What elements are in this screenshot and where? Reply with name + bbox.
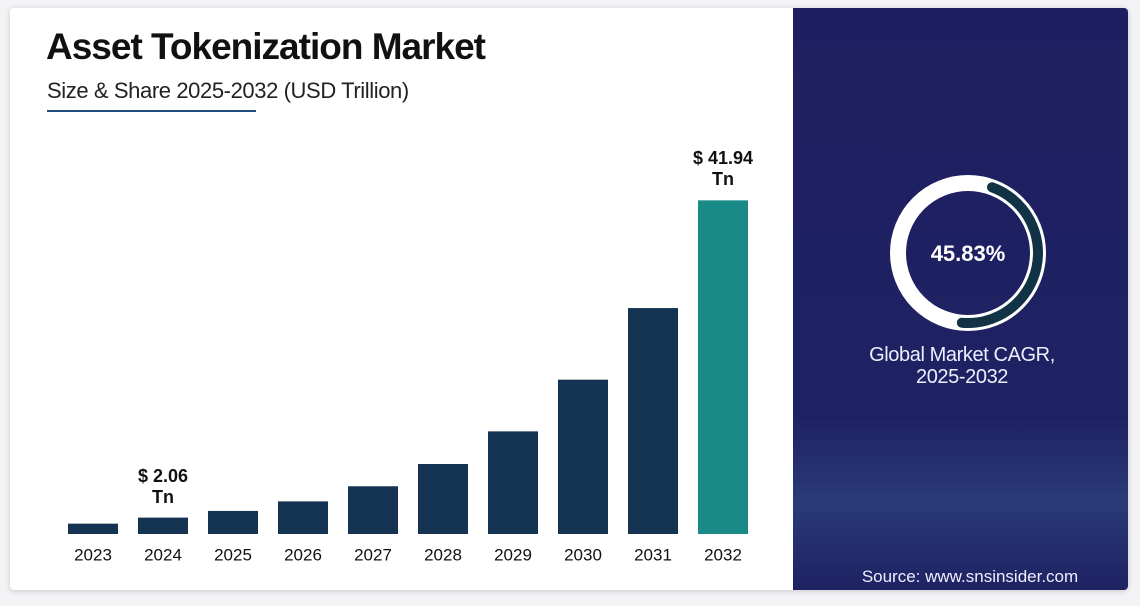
x-tick-label: 2024	[144, 545, 182, 564]
x-tick-label: 2025	[214, 545, 252, 564]
x-tick-label: 2032	[704, 545, 742, 564]
chart-subtitle: Size & Share 2025-2032 (USD Trillion)	[47, 78, 409, 103]
kpi-arc	[956, 182, 1043, 328]
side-panel	[793, 8, 1128, 590]
x-tick-label: 2023	[74, 545, 112, 564]
bar	[488, 431, 538, 534]
x-tick-label: 2030	[564, 545, 602, 564]
x-tick-label: 2026	[284, 545, 322, 564]
x-tick-label: 2028	[424, 545, 462, 564]
bar	[278, 501, 328, 534]
bar	[628, 308, 678, 534]
title-underline	[47, 110, 256, 112]
bar	[208, 510, 258, 534]
source: Source: www.snsinsider.com	[861, 567, 1079, 586]
bar	[558, 379, 608, 534]
data-label: $ 2.06 Tn	[137, 465, 189, 507]
bar	[348, 486, 398, 534]
bar	[698, 200, 748, 534]
x-tick-label: 2027	[354, 545, 392, 564]
bar	[138, 517, 188, 534]
kpi-caption: Global Market CAGR, 2025-2032	[869, 344, 1055, 388]
bar	[418, 463, 468, 534]
chart-title: Asset Tokenization Market	[46, 26, 486, 67]
x-tick-label: 2029	[494, 545, 532, 564]
kpi-value: 45.83%	[931, 241, 1006, 266]
bar	[68, 523, 118, 534]
data-label: $ 41.94 Tn	[692, 148, 754, 190]
x-tick-label: 2031	[634, 545, 672, 564]
